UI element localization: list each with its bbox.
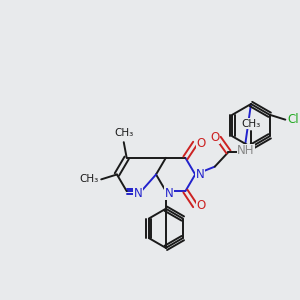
Text: O: O	[196, 199, 206, 212]
Text: N: N	[196, 168, 205, 181]
Text: Cl: Cl	[287, 113, 299, 126]
Text: O: O	[196, 136, 206, 150]
Text: NH: NH	[237, 145, 255, 158]
Text: N: N	[134, 187, 143, 200]
Text: N: N	[164, 187, 173, 200]
Text: O: O	[210, 131, 219, 144]
Text: CH₃: CH₃	[80, 174, 99, 184]
Text: CH₃: CH₃	[114, 128, 134, 138]
Text: CH₃: CH₃	[242, 118, 261, 129]
